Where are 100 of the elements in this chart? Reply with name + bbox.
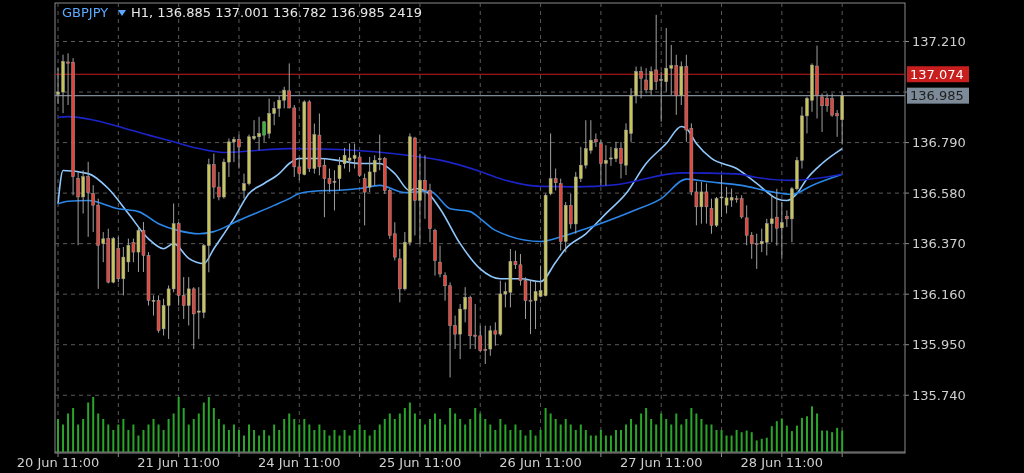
bar: [413, 413, 416, 452]
bar: [263, 430, 266, 452]
bar: [785, 425, 788, 452]
bar: [459, 419, 462, 452]
bar: [695, 413, 698, 452]
bar: [117, 424, 120, 452]
bar: [750, 432, 753, 452]
bar: [675, 413, 678, 452]
bar: [343, 430, 346, 452]
bar: [258, 435, 261, 452]
bar: [604, 435, 607, 452]
bar: [574, 430, 577, 452]
bar: [685, 419, 688, 452]
bar: [670, 424, 673, 452]
bar: [107, 424, 110, 452]
bar: [660, 413, 663, 452]
bar: [620, 430, 622, 452]
bar: [504, 424, 507, 452]
bar: [428, 419, 431, 452]
bar: [177, 397, 180, 452]
bar: [665, 419, 668, 452]
bar: [514, 424, 517, 452]
bar: [650, 419, 653, 452]
bar: [142, 430, 145, 452]
bar: [333, 430, 336, 452]
chart-subtitle: H1, 136.885 137.001 136.782 136.985 2419: [131, 5, 422, 20]
bar: [283, 419, 286, 452]
bar: [92, 397, 95, 452]
bar: [821, 430, 824, 452]
bar: [655, 424, 658, 452]
bar: [635, 424, 638, 452]
bar: [353, 430, 356, 452]
bar: [112, 430, 115, 452]
bar: [308, 424, 311, 452]
bar: [187, 424, 190, 452]
bar: [690, 408, 693, 452]
bar: [227, 430, 230, 452]
bar: [464, 424, 467, 452]
bar: [137, 435, 140, 452]
bar: [730, 435, 733, 452]
bar: [358, 424, 361, 452]
bar: [579, 424, 582, 452]
bar: [298, 424, 301, 452]
bar: [790, 431, 793, 452]
bar: [87, 402, 90, 452]
bar: [77, 424, 80, 452]
bar: [192, 419, 195, 452]
bar: [62, 424, 65, 452]
bar: [278, 430, 281, 452]
bar: [423, 424, 426, 452]
x-tick-label: 21 Jun 11:00: [137, 455, 220, 470]
bar: [162, 430, 165, 452]
bar: [102, 419, 105, 452]
bar: [383, 419, 386, 452]
bar: [388, 413, 391, 452]
bar: [182, 408, 185, 452]
bar: [594, 435, 597, 452]
bar: [157, 424, 160, 452]
candlestick: [372, 154, 377, 186]
bar: [816, 413, 819, 452]
bar: [167, 419, 170, 452]
bar: [222, 424, 225, 452]
bar: [202, 402, 205, 452]
bar: [795, 425, 798, 452]
bar: [494, 430, 497, 452]
bar: [479, 413, 482, 452]
x-tick-label: 25 Jun 11:00: [378, 455, 462, 470]
bar: [509, 430, 512, 452]
bar: [499, 419, 502, 452]
bar: [775, 421, 778, 452]
line-series: [57, 115, 843, 188]
chart-title: GBPJPY: [62, 5, 109, 20]
x-tick-label: 27 Jun 11:00: [619, 455, 703, 470]
bar: [740, 432, 743, 452]
bar: [273, 424, 276, 452]
bar: [444, 424, 447, 452]
bar: [152, 419, 155, 452]
bar: [318, 424, 321, 452]
candlestick: [438, 245, 442, 278]
bar: [715, 430, 718, 452]
bar: [449, 408, 452, 452]
bar: [770, 426, 773, 452]
bar: [368, 435, 371, 452]
bar: [489, 424, 492, 452]
bar: [640, 413, 643, 452]
bar: [217, 419, 220, 452]
bar: [805, 416, 808, 452]
y-tick-label: 137.210: [912, 34, 966, 50]
bar: [207, 397, 210, 452]
bar: [197, 413, 200, 452]
bar: [67, 413, 70, 452]
bar: [393, 419, 396, 452]
bar: [625, 424, 628, 452]
bar: [599, 430, 602, 452]
bar: [313, 430, 316, 452]
x-tick-label: 24 Jun 11:00: [258, 455, 341, 470]
bar: [323, 430, 326, 452]
bar: [439, 419, 442, 452]
bar: [97, 413, 100, 452]
bar: [328, 435, 331, 452]
